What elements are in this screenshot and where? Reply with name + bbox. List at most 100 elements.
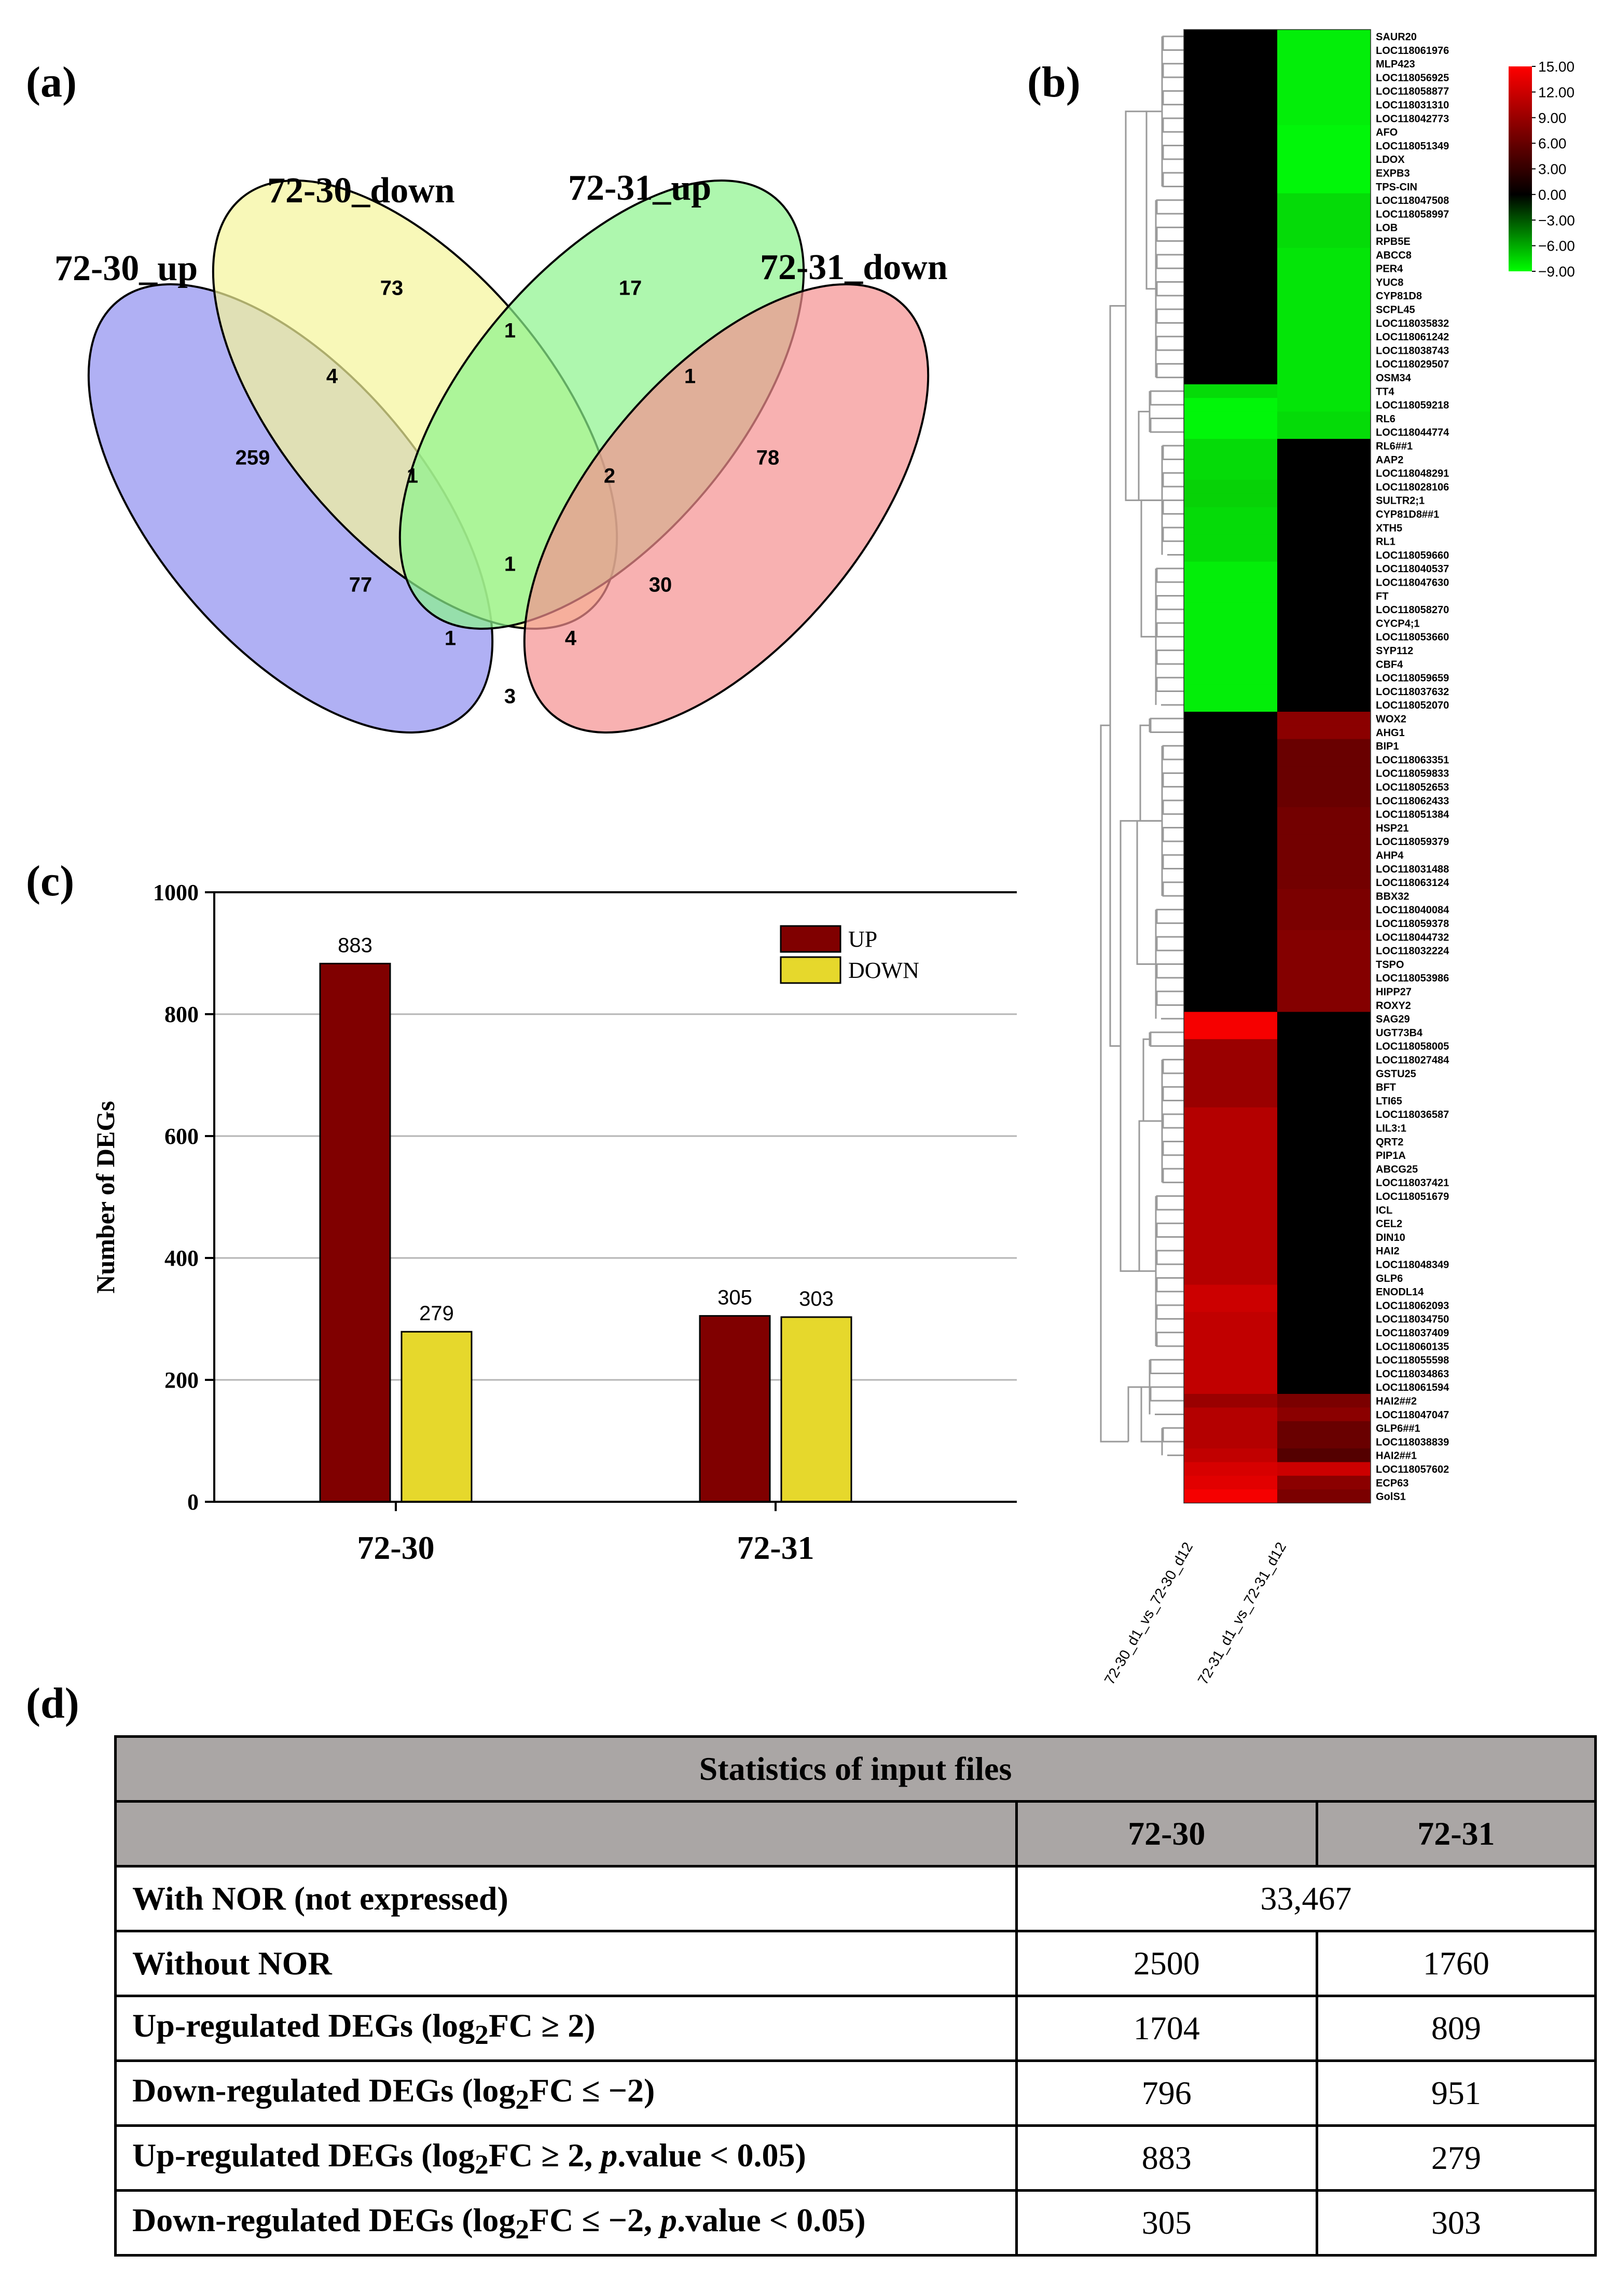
- x-axis-ticks: 72-30 72-31: [357, 1529, 814, 1566]
- heatmap-cell: [1184, 343, 1277, 357]
- heatmap-cell: [1277, 70, 1371, 85]
- venn-count: 259: [236, 447, 270, 469]
- heatmap-cell: [1184, 848, 1277, 862]
- heatmap-cell: [1184, 916, 1277, 931]
- heatmap-gene-label: RL6##1: [1376, 441, 1413, 452]
- heatmap-cell: [1184, 1025, 1277, 1040]
- heatmap-cell: [1184, 111, 1277, 126]
- heatmap-gene-label: LOC118061976: [1376, 45, 1449, 57]
- heatmap-cell: [1184, 684, 1277, 699]
- dendro-branch: [1150, 1386, 1155, 1402]
- heatmap-cell: [1277, 329, 1371, 344]
- heatmap-cell: [1277, 206, 1371, 221]
- heatmap-cell: [1277, 125, 1371, 139]
- heatmap-gene-label: LOC118044732: [1376, 932, 1449, 943]
- heatmap-cell: [1277, 520, 1371, 535]
- colorbar-tick: 15.00: [1538, 59, 1574, 75]
- heatmap-cell: [1184, 1175, 1277, 1190]
- heatmap-cell: [1184, 1257, 1277, 1271]
- heatmap-gene-label: HIPP27: [1376, 987, 1412, 998]
- heatmap-cell: [1277, 534, 1371, 548]
- panel-label-d: (d): [26, 1679, 79, 1727]
- heatmap-cell: [1277, 357, 1371, 371]
- heatmap-gene-label: LOC118059659: [1376, 673, 1449, 684]
- heatmap-cell: [1277, 1448, 1371, 1463]
- table-cell: 33,467: [1015, 1865, 1597, 1932]
- heatmap-gene-label: LOC118052070: [1376, 700, 1449, 711]
- heatmap-gene-label: LOC118031488: [1376, 864, 1449, 875]
- dendro-branch: [1125, 110, 1147, 501]
- y-tick-label: 1000: [153, 880, 199, 905]
- heatmap-gene-label: SULTR2;1: [1376, 495, 1425, 507]
- heatmap-gene-label: LOC118035832: [1376, 318, 1449, 329]
- heatmap-cell: [1277, 1202, 1371, 1217]
- heatmap-cell: [1277, 166, 1371, 180]
- heatmap-cell: [1277, 43, 1371, 58]
- bar-data-label: 279: [419, 1302, 454, 1325]
- heatmap-cell: [1184, 657, 1277, 671]
- heatmap-gene-label: RPB5E: [1376, 236, 1411, 247]
- heatmap-gene-label: PIP1A: [1376, 1150, 1406, 1161]
- heatmap-cell: [1277, 234, 1371, 248]
- table-row-label: Up-regulated DEGs (log2FC ≥ 2, p.value <…: [114, 2124, 1018, 2192]
- heatmap-cell: [1277, 752, 1371, 767]
- heatmap-cell: [1277, 916, 1371, 931]
- heatmap-gene-label: CYP81D8##1: [1376, 509, 1439, 520]
- heatmap-gene-label: LOC118031310: [1376, 100, 1449, 111]
- colorbar-tick: 6.00: [1538, 135, 1567, 151]
- heatmap-cell: [1277, 439, 1371, 453]
- heatmap-cell: [1277, 930, 1371, 944]
- heatmap-cell: [1184, 384, 1277, 398]
- heatmap-gene-label: LOC118027484: [1376, 1055, 1449, 1066]
- heatmap-cell: [1184, 193, 1277, 208]
- venn-diagram: 72-30_up 72-30_down 72-31_up 72-31_down …: [54, 168, 948, 734]
- heatmap-cell: [1184, 1216, 1277, 1230]
- table-cell: 809: [1315, 1995, 1597, 2062]
- heatmap-cell: [1184, 534, 1277, 548]
- table-cell: 2500: [1015, 1930, 1318, 1997]
- heatmap-gene-label: GLP6: [1376, 1273, 1403, 1284]
- heatmap-cell: [1277, 903, 1371, 917]
- heatmap-cell: [1184, 166, 1277, 180]
- heatmap-cell: [1277, 1284, 1371, 1299]
- dendro-branch: [1156, 1195, 1161, 1211]
- heatmap-gene-label: CYP81D8: [1376, 291, 1422, 302]
- heatmap-cell: [1184, 57, 1277, 71]
- heatmap-cell: [1184, 985, 1277, 999]
- heatmap-cell: [1184, 1434, 1277, 1449]
- heatmap-cell: [1277, 1366, 1371, 1381]
- dendro-branch: [1156, 594, 1161, 611]
- heatmap-gene-label: LIL3:1: [1376, 1123, 1406, 1135]
- x-tick-label: 72-31: [737, 1529, 814, 1566]
- heatmap-cell: [1184, 1080, 1277, 1094]
- heatmap-cell: [1277, 152, 1371, 167]
- legend-label-up: UP: [848, 926, 877, 952]
- heatmap-cell: [1277, 30, 1371, 44]
- heatmap-gene-label: QRT2: [1376, 1137, 1403, 1148]
- heatmap-cell: [1277, 452, 1371, 467]
- x-tick-label: 72-30: [357, 1529, 434, 1566]
- heatmap-cell: [1184, 630, 1277, 644]
- heatmap-gene-label: BBX32: [1376, 891, 1409, 902]
- table-cell: 303: [1315, 2189, 1597, 2257]
- heatmap-cell: [1277, 288, 1371, 303]
- heatmap-cell: [1277, 1080, 1371, 1094]
- heatmap-cell: [1184, 507, 1277, 521]
- heatmap-cell: [1184, 493, 1277, 508]
- heatmap-cell: [1184, 1394, 1277, 1408]
- dendro-branch: [1156, 963, 1161, 979]
- heatmap-gene-label: LOC118051679: [1376, 1191, 1449, 1202]
- heatmap-cell: [1277, 1298, 1371, 1312]
- heatmap-cell: [1184, 1230, 1277, 1244]
- dendro-branch: [1162, 772, 1167, 788]
- dendro-branch: [1150, 418, 1155, 433]
- dendro-branch: [1162, 145, 1167, 160]
- heatmap-cell: [1277, 834, 1371, 849]
- heatmap-cell: [1277, 220, 1371, 235]
- venn-count: 3: [504, 685, 516, 708]
- bar-data-label: 883: [338, 934, 372, 957]
- heatmap-cell: [1184, 1339, 1277, 1353]
- heatmap-cell: [1277, 1325, 1371, 1340]
- table-header-blank: [114, 1800, 1018, 1868]
- heatmap-cell: [1277, 98, 1371, 112]
